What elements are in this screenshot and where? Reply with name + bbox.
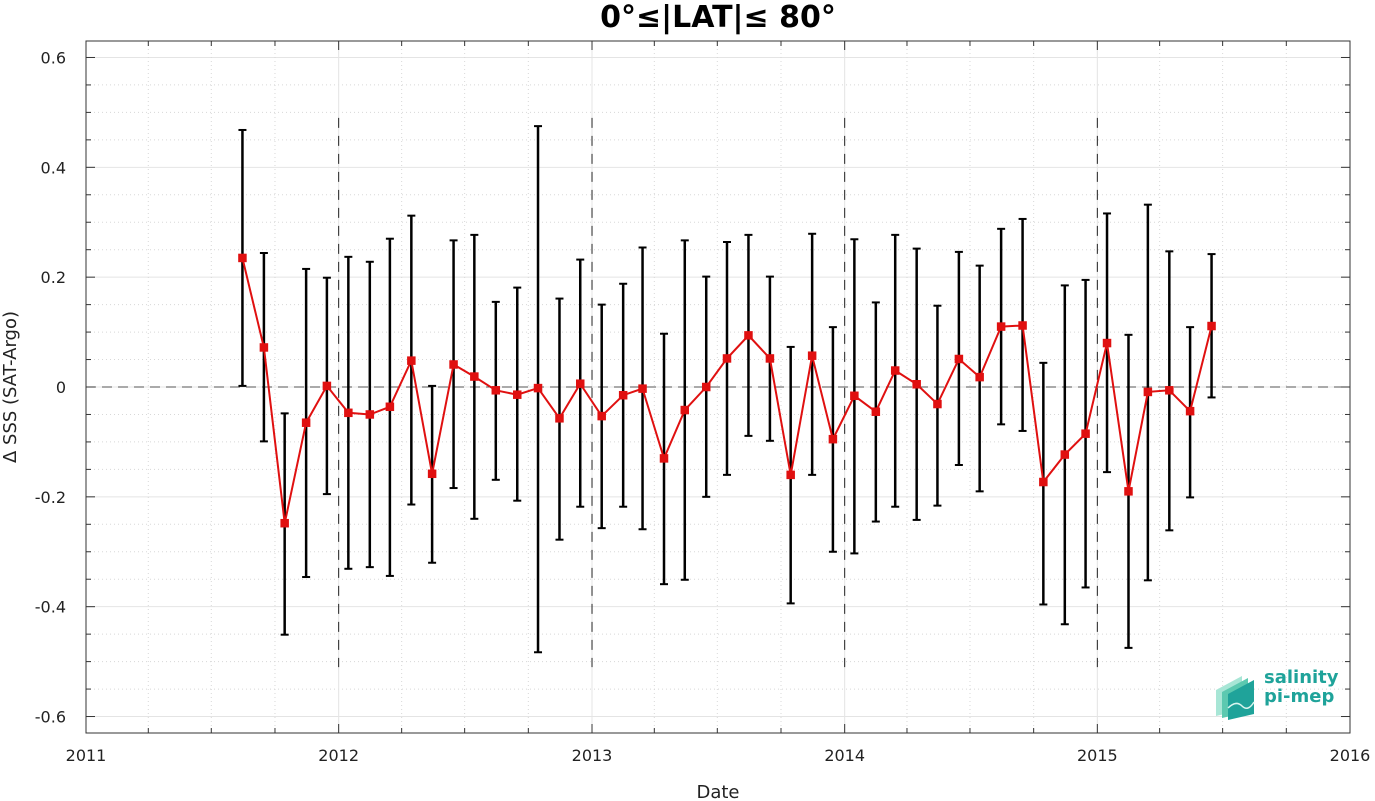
data-point xyxy=(513,390,522,399)
x-tick-label: 2011 xyxy=(66,746,107,765)
data-point xyxy=(597,411,606,421)
y-tick-label: -0.4 xyxy=(35,598,66,617)
data-point xyxy=(744,331,753,340)
data-point xyxy=(659,454,669,463)
y-tick-label: 0.4 xyxy=(41,158,66,177)
y-tick-label: -0.2 xyxy=(35,488,66,507)
data-point xyxy=(1165,386,1174,395)
data-point xyxy=(786,470,795,480)
data-point xyxy=(449,360,458,369)
data-point xyxy=(301,418,311,427)
salinity-pi-mep-logo: salinity pi-mep xyxy=(1212,668,1352,720)
data-point xyxy=(638,384,647,393)
data-point xyxy=(259,343,269,352)
x-tick-label: 2012 xyxy=(318,746,359,765)
data-markers xyxy=(238,253,1216,528)
y-tick-label: 0 xyxy=(56,378,66,397)
data-point xyxy=(322,381,332,391)
data-point xyxy=(996,322,1006,331)
data-point xyxy=(1102,338,1112,348)
data-point xyxy=(1185,406,1195,416)
data-point xyxy=(722,354,732,363)
wave-stack-icon xyxy=(1216,676,1255,720)
y-tick-label: 0.6 xyxy=(41,48,66,67)
data-point xyxy=(912,380,921,389)
data-point xyxy=(365,410,375,419)
y-tick-label: 0.2 xyxy=(41,268,66,287)
data-point xyxy=(890,366,900,375)
data-point xyxy=(1124,487,1133,496)
year-divider-lines xyxy=(338,117,1098,668)
data-point xyxy=(1081,429,1090,438)
x-tick-label: 2016 xyxy=(1330,746,1371,765)
y-tick-label: -0.6 xyxy=(35,708,66,727)
data-point xyxy=(344,408,353,418)
data-point xyxy=(618,390,628,400)
data-point xyxy=(533,383,543,393)
data-point xyxy=(1060,450,1070,459)
data-point xyxy=(850,391,859,401)
data-point xyxy=(975,372,984,382)
data-point xyxy=(407,356,416,365)
y-axis-label: Δ SSS (SAT-Argo) xyxy=(0,311,21,463)
data-point xyxy=(1143,387,1153,397)
data-point xyxy=(1207,321,1216,331)
x-tick-label: 2014 xyxy=(824,746,865,765)
data-point xyxy=(871,407,881,416)
data-point xyxy=(555,414,564,423)
data-point xyxy=(765,354,775,363)
x-axis-label: Date xyxy=(696,782,739,801)
y-tick-labels: -0.6 -0.4 -0.2 0 0.2 0.4 0.6 xyxy=(35,48,66,726)
data-point xyxy=(954,354,964,364)
data-point xyxy=(1039,477,1048,487)
logo-text-pi-mep: pi-mep xyxy=(1264,686,1335,707)
data-point xyxy=(807,351,817,360)
chart-title: 0°≤|LAT|≤ 80° xyxy=(600,0,836,35)
data-point xyxy=(280,518,289,528)
data-point xyxy=(238,253,247,263)
x-tick-label: 2015 xyxy=(1077,746,1118,765)
data-point xyxy=(701,382,711,392)
data-point xyxy=(385,402,395,412)
error-bars xyxy=(238,125,1216,654)
data-point xyxy=(491,386,501,395)
data-point xyxy=(828,434,838,444)
x-tick-label: 2013 xyxy=(572,746,613,765)
x-tick-labels: 2011 2012 2013 2014 2015 2016 xyxy=(66,746,1371,765)
data-point xyxy=(427,469,437,479)
data-point xyxy=(470,372,479,381)
data-point xyxy=(933,399,942,409)
axis-ticks xyxy=(85,41,1351,733)
data-point xyxy=(1018,321,1027,330)
logo-text-salinity: salinity xyxy=(1264,667,1339,688)
data-point xyxy=(575,379,585,388)
data-point xyxy=(680,405,690,415)
